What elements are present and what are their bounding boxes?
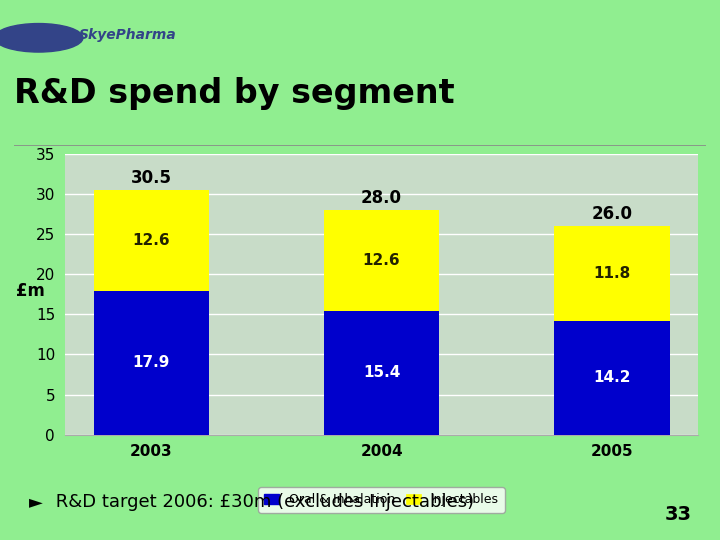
Text: 33: 33 xyxy=(664,505,691,524)
Text: 12.6: 12.6 xyxy=(132,233,170,248)
Text: 30.5: 30.5 xyxy=(131,169,171,187)
Bar xyxy=(94,190,209,291)
Circle shape xyxy=(0,24,83,52)
Text: 28.0: 28.0 xyxy=(361,189,402,207)
Text: 17.9: 17.9 xyxy=(132,355,170,370)
Bar xyxy=(94,291,209,435)
Text: 12.6: 12.6 xyxy=(363,253,400,268)
Bar xyxy=(324,311,439,435)
Text: 14.2: 14.2 xyxy=(593,370,631,385)
Text: 26.0: 26.0 xyxy=(592,205,632,223)
Text: R&D spend by segment: R&D spend by segment xyxy=(14,77,455,110)
Bar xyxy=(554,226,670,321)
Text: 11.8: 11.8 xyxy=(593,266,631,281)
Text: SkyePharma: SkyePharma xyxy=(79,28,176,42)
Bar xyxy=(554,321,670,435)
Bar xyxy=(324,210,439,311)
Y-axis label: £m: £m xyxy=(16,282,45,300)
Text: R&D target 2006: £30m (excludes Injectables): R&D target 2006: £30m (excludes Injectab… xyxy=(50,493,474,511)
Text: ►: ► xyxy=(29,493,42,511)
Legend: Oral & Inhalation, Injectables: Oral & Inhalation, Injectables xyxy=(258,487,505,512)
Text: 15.4: 15.4 xyxy=(363,366,400,380)
